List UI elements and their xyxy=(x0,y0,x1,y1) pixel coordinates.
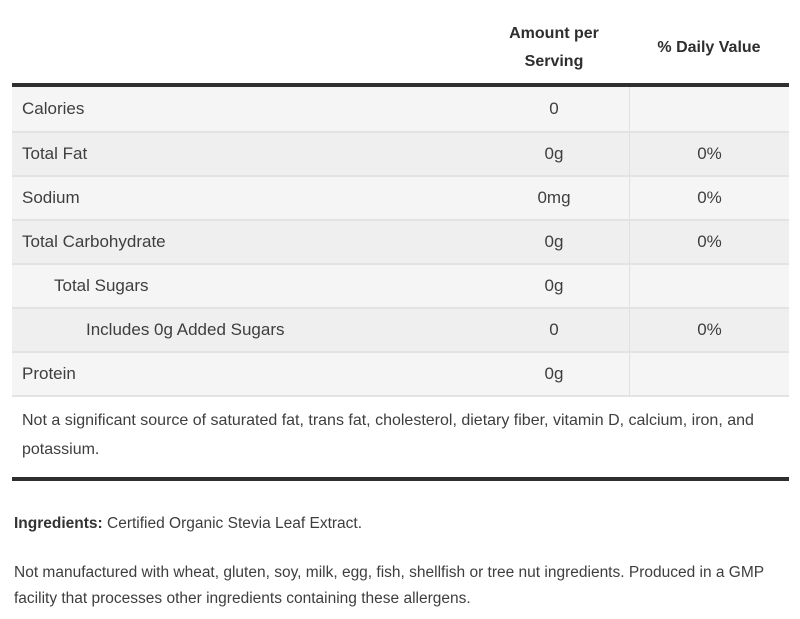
row-amount: 0g xyxy=(544,144,564,163)
table-row: Sodium 0mg 0% xyxy=(12,175,789,219)
column-header-blank xyxy=(12,20,479,76)
table-footnote: Not a significant source of saturated fa… xyxy=(12,395,789,477)
table-row: Calories 0 xyxy=(12,87,789,131)
row-daily-value xyxy=(629,265,789,307)
row-label: Total Carbohydrate xyxy=(22,232,166,251)
row-amount: 0g xyxy=(544,276,564,295)
row-amount: 0mg xyxy=(537,188,571,207)
table-row: Total Carbohydrate 0g 0% xyxy=(12,219,789,263)
row-label: Total Fat xyxy=(22,144,88,163)
table-header-row: Amount per Serving % Daily Value xyxy=(12,0,789,83)
column-header-amount-per-serving: Amount per Serving xyxy=(479,20,629,76)
table-body-box: Calories 0 Total Fat 0g 0% Sodium 0mg 0%… xyxy=(12,83,789,481)
row-daily-value xyxy=(629,353,789,395)
row-amount: 0g xyxy=(544,232,564,251)
table-row: Includes 0g Added Sugars 0 0% xyxy=(12,307,789,351)
table-row: Protein 0g xyxy=(12,351,789,395)
label-text-section: Ingredients: Certified Organic Stevia Le… xyxy=(14,513,786,612)
row-label: Protein xyxy=(22,364,76,383)
table-row: Total Sugars 0g xyxy=(12,263,789,307)
row-daily-value: 0% xyxy=(629,221,789,263)
row-amount: 0g xyxy=(544,364,564,383)
row-label: Sodium xyxy=(22,188,80,207)
table-row: Total Fat 0g 0% xyxy=(12,131,789,175)
nutrition-facts-table: Amount per Serving % Daily Value Calorie… xyxy=(12,0,789,481)
column-header-amount-label: Amount per Serving xyxy=(509,25,599,70)
row-daily-value: 0% xyxy=(629,133,789,175)
row-daily-value: 0% xyxy=(629,177,789,219)
ingredients-label: Ingredients: xyxy=(14,515,103,532)
row-amount: 0 xyxy=(549,320,559,339)
ingredients-line: Ingredients: Certified Organic Stevia Le… xyxy=(14,513,786,535)
row-daily-value: 0% xyxy=(629,309,789,351)
allergen-statement: Not manufactured with wheat, gluten, soy… xyxy=(14,564,764,607)
row-daily-value xyxy=(629,87,789,131)
row-amount: 0 xyxy=(549,99,559,118)
row-label: Calories xyxy=(22,99,85,118)
ingredients-text: Certified Organic Stevia Leaf Extract. xyxy=(107,515,363,532)
column-header-daily-value: % Daily Value xyxy=(657,39,761,56)
nutrition-rows: Calories 0 Total Fat 0g 0% Sodium 0mg 0%… xyxy=(12,87,789,395)
row-label: Includes 0g Added Sugars xyxy=(86,320,285,339)
row-label: Total Sugars xyxy=(54,276,149,295)
